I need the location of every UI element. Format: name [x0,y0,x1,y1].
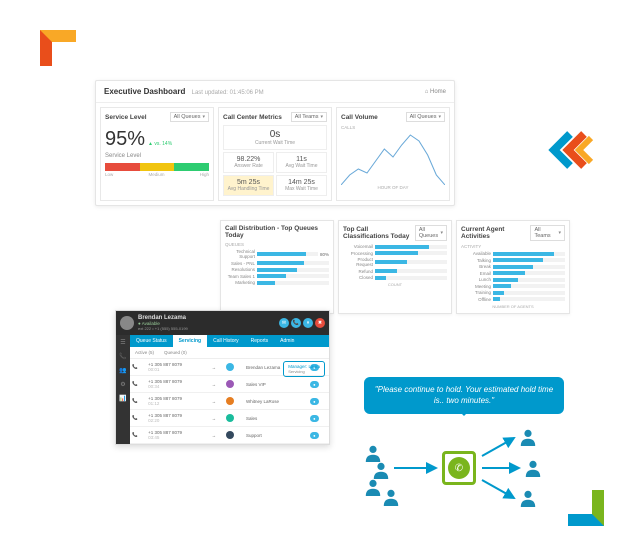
service-level-delta: ▲ vs. 14% [148,141,172,147]
last-updated: Last updated: 01:45:06 PM [192,90,264,96]
cc-metrics-select[interactable]: All Teams [291,112,327,122]
agent-subtab[interactable]: Active (5) [130,347,159,358]
call-row[interactable]: 📞+1 305 887 807903:45→Support● [130,427,329,444]
person-icon [364,444,382,462]
agent-sidebar: ☰ 📞 👥 ⚙ 📊 [116,335,130,444]
service-level-select[interactable]: All Queues [170,112,209,122]
bar-card: Call Distribution - Top Queues TodayQUEU… [220,220,334,314]
bar-card: Top Call Classifications TodayAll Queues… [338,220,452,314]
service-level-card: Service Level All Queues 95% ▲ vs. 14% S… [100,107,214,201]
person-icon [519,428,537,446]
agent-controls: ✉📞⏸✖ [279,318,325,328]
person-icon [524,459,542,477]
person-icon [382,488,400,506]
agent-subtab[interactable]: Queued (0) [159,347,192,358]
cc-metrics-card: Call Center Metrics All Teams 0s Current… [218,107,332,201]
agent-avatar [120,316,134,330]
agent-tab[interactable]: Reports [245,335,275,347]
call-row[interactable]: 📞+1 305 887 807900:34→Sales VIP● [130,376,329,393]
service-level-title: Service Level [105,114,147,121]
service-level-pct: 95% [105,128,145,151]
volume-chart [341,130,445,185]
flow-graphic: ✆ [364,426,564,511]
executive-dashboard: Executive Dashboard Last updated: 01:45:… [95,80,455,206]
ctrl-button[interactable]: ⏸ [303,318,313,328]
home-link[interactable]: ⌂ Home [425,89,446,95]
ctrl-button[interactable]: ✖ [315,318,325,328]
corner-accent-tl [40,30,76,66]
bar-cards-row: Call Distribution - Top Queues TodayQUEU… [220,220,570,314]
side-icon[interactable]: ☰ [116,335,130,349]
side-icon[interactable]: 👥 [116,363,130,377]
agent-tab[interactable]: Queue Status [130,335,173,347]
agent-tab[interactable]: Call History [207,335,245,347]
agent-tabs: Queue StatusServicingCall HistoryReports… [130,335,329,347]
agent-subtabs: Active (5)Queued (0) [130,347,329,359]
manager-box[interactable]: Manager: Laura Servicing [283,361,325,377]
card-select[interactable]: All Queues [415,225,447,241]
person-icon [364,478,382,496]
bar-card: Current Agent ActivitiesAll TeamsACTIVIT… [456,220,570,314]
person-icon [372,461,390,479]
cc-metrics-title: Call Center Metrics [223,114,282,121]
side-icon[interactable]: ⚙ [116,377,130,391]
call-row[interactable]: 📞+1 305 887 807902:20→Sales● [130,410,329,427]
agent-panel: Brendan Lezama ● Available ext 222 • +1 … [115,310,330,445]
ctrl-button[interactable]: 📞 [291,318,301,328]
call-volume-title: Call Volume [341,114,378,121]
side-icon[interactable]: 📞 [116,349,130,363]
call-volume-select[interactable]: All Queues [406,112,445,122]
service-level-meter [105,163,209,171]
ctrl-button[interactable]: ✉ [279,318,289,328]
agent-tab[interactable]: Servicing [173,335,208,347]
person-icon [519,489,537,507]
chevron-logo [546,130,594,170]
call-volume-card: Call Volume All Queues CALLS HOUR OF DAY [336,107,450,201]
hold-diagram: "Please continue to hold. Your estimated… [364,377,564,511]
corner-accent-br [568,490,604,526]
card-select[interactable]: All Teams [530,225,565,241]
wait-time-value: 0s [227,129,323,140]
side-icon[interactable]: 📊 [116,391,130,405]
agent-tab[interactable]: Admin [274,335,300,347]
hub-icon: ✆ [442,451,476,485]
dashboard-title: Executive Dashboard Last updated: 01:45:… [104,87,264,96]
speech-bubble: "Please continue to hold. Your estimated… [364,377,564,414]
call-row[interactable]: 📞+1 305 887 807901:12→Whitney LaRose● [130,393,329,410]
service-level-label: Service Level [105,153,209,159]
